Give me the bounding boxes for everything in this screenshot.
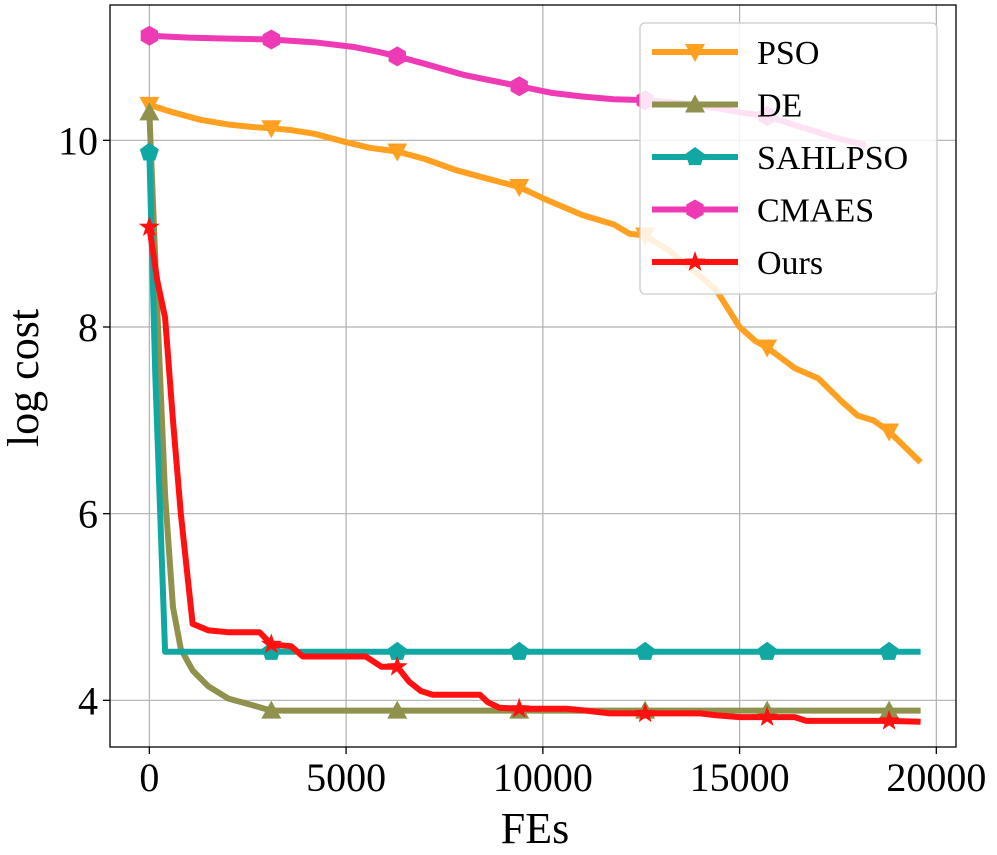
data-point-sahlpso [387, 641, 407, 660]
legend-label: SAHLPSO [757, 140, 908, 177]
legend-entry-pso: PSO [652, 35, 819, 72]
data-point-sahlpso [879, 641, 899, 660]
data-point-sahlpso [509, 641, 529, 660]
legend-entry-cmaes: CMAES [652, 193, 874, 230]
legend-entry-sahlpso: SAHLPSO [652, 140, 908, 177]
y-axis-label: log cost [0, 309, 48, 447]
data-point-cmaes [262, 29, 280, 50]
series-ours [138, 216, 921, 730]
data-point-de [261, 700, 282, 719]
data-point-cmaes [510, 76, 528, 97]
y-tick-label: 10 [58, 118, 98, 163]
x-tick-label: 5000 [306, 755, 386, 800]
data-point-sahlpso [757, 641, 777, 660]
legend-label: Ours [757, 245, 823, 282]
data-point-sahlpso [139, 142, 159, 161]
data-point-ours [756, 706, 778, 727]
data-point-pso [879, 423, 900, 442]
legend-entry-ours: Ours [652, 245, 823, 282]
data-point-ours [386, 655, 408, 676]
series-line-sahlpso [146, 152, 921, 655]
data-point-sahlpso [635, 641, 655, 660]
plot-frame [109, 4, 957, 748]
series-line-ours [146, 226, 921, 725]
series-layer [138, 25, 923, 730]
legend-swatch-marker [686, 199, 704, 220]
legend-entry-de: DE [652, 88, 802, 125]
y-tick-label: 8 [78, 305, 98, 350]
legend-swatch-marker [685, 44, 705, 62]
legend-swatch-marker [684, 251, 706, 271]
legend-label: CMAES [757, 193, 874, 230]
y-tick-label: 6 [78, 492, 98, 537]
x-tick-label: 10000 [493, 755, 593, 800]
data-point-de [139, 102, 160, 121]
tick-layer: 0 5000 10000 15000 20000 4 6 8 10 [58, 118, 986, 800]
legend: PSO DE SAHLPSO CMAES Ours [639, 22, 938, 295]
data-point-pso [757, 339, 778, 358]
x-axis-label: FEs [501, 804, 569, 853]
data-point-cmaes [388, 46, 406, 67]
data-point-ours [508, 697, 530, 718]
x-tick-label: 20000 [886, 755, 986, 800]
data-point-pso [509, 179, 530, 197]
legend-swatch-marker [685, 147, 705, 166]
series-sahlpso [139, 142, 921, 660]
data-point-ours [878, 709, 900, 730]
series-line-pso [148, 102, 923, 465]
x-tick-label: 15000 [690, 755, 790, 800]
data-point-ours [634, 702, 656, 723]
data-point-pso [387, 143, 408, 162]
legend-label: DE [757, 88, 802, 125]
data-point-ours [260, 633, 282, 654]
data-point-de [879, 700, 900, 719]
data-point-de [387, 700, 408, 719]
x-tick-label: 0 [139, 755, 159, 800]
data-point-ours [138, 216, 160, 237]
legend-swatch-marker [685, 94, 705, 113]
y-tick-label: 4 [78, 678, 98, 723]
data-point-cmaes [140, 25, 159, 46]
legend-box [639, 22, 938, 295]
legend-label: PSO [757, 35, 819, 72]
data-point-pso [261, 120, 282, 139]
